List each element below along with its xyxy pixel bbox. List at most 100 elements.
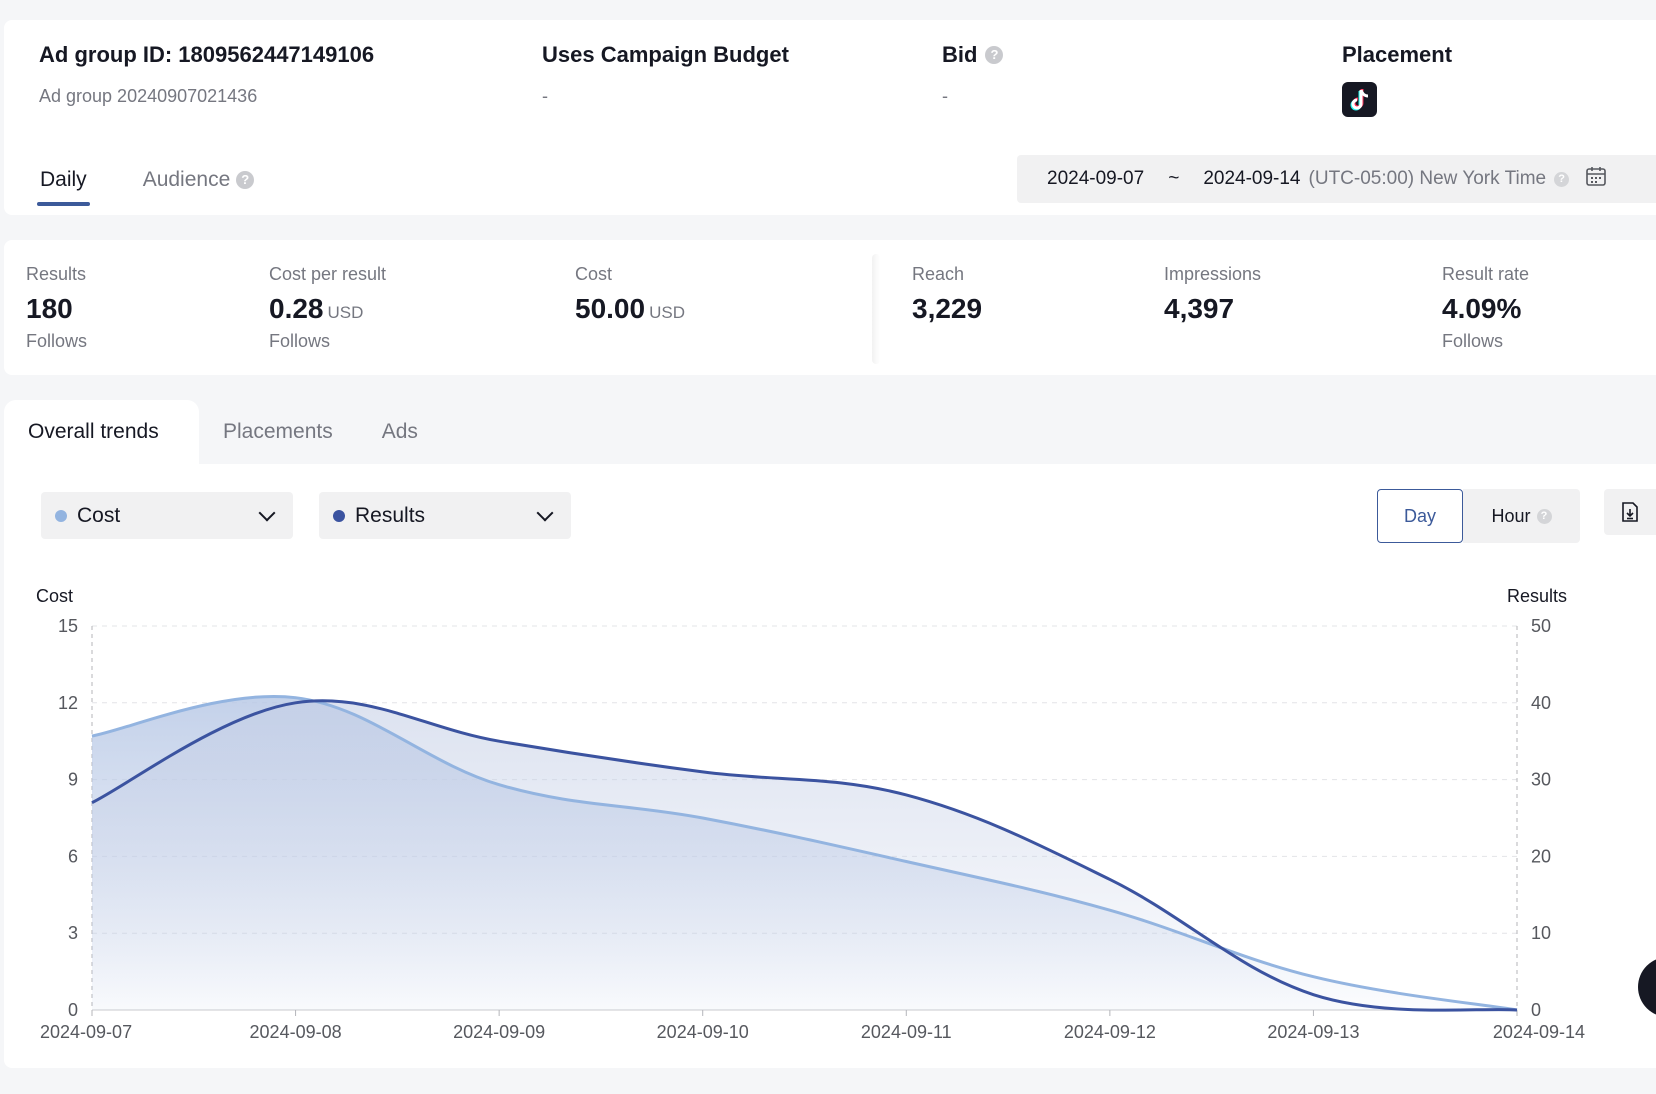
metric-value: 4,397 (1164, 293, 1261, 325)
bid-section: Bid ? - (942, 42, 1004, 107)
adgroup-info-card: Ad group ID: 1809562447149106 Ad group 2… (4, 20, 1656, 215)
trend-chart-card: Cost Results Day Hour ? 0 0 3 10 6 20 9 30 12 40 1… (4, 464, 1656, 1068)
x-tick-label: 2024-09-14 (1493, 1022, 1585, 1042)
metric-cost[interactable]: Cost 50.00 USD (575, 264, 685, 325)
metric-value: 180 (26, 293, 87, 325)
metric-value: 0.28 USD (269, 293, 386, 325)
granularity-toggle: Day Hour ? (1377, 489, 1580, 543)
metric-unit: USD (327, 303, 364, 322)
report-tabs: Daily Audience ? (37, 168, 255, 206)
secondary-metric-select[interactable]: Results (319, 492, 571, 539)
series-color-dot (333, 509, 345, 522)
tab-daily-label: Daily (40, 168, 87, 191)
y-tick-label-left: 3 (68, 923, 78, 943)
day-button[interactable]: Day (1377, 489, 1463, 543)
trend-chart[interactable]: 0 0 3 10 6 20 9 30 12 40 15 50 Cost Results 2024-09-07… (4, 464, 1656, 1068)
adgroup-name: Ad group 20240907021436 (39, 86, 258, 106)
metric-number: 3,229 (912, 293, 983, 324)
metric-number: 50.00 (575, 293, 646, 324)
metric-number: 4,397 (1164, 293, 1235, 324)
metric-sub: Follows (269, 331, 331, 351)
metric-value: 4.09% (1442, 293, 1529, 325)
tab-ads[interactable]: Ads (381, 420, 418, 443)
x-tick-label: 2024-09-08 (250, 1022, 342, 1042)
floating-help-button[interactable] (1638, 957, 1656, 1017)
metric-results[interactable]: Results 180 Follows (26, 264, 87, 352)
budget-title: Uses Campaign Budget (542, 42, 789, 67)
y-axis-title-left: Cost (36, 586, 73, 606)
y-tick-label-left: 9 (68, 770, 78, 790)
metric-cost-per-result[interactable]: Cost per result 0.28 USD Follows (269, 264, 386, 352)
y-axis-title-right: Results (1507, 586, 1567, 606)
metric-result-rate[interactable]: Result rate 4.09% Follows (1442, 264, 1529, 352)
secondary-metric-label: Results (355, 503, 426, 527)
metrics-divider (872, 254, 880, 364)
metric-impressions[interactable]: Impressions 4,397 (1164, 264, 1261, 325)
date-range-picker[interactable]: 2024-09-07 ~ 2024-09-14 (UTC-05:00) New … (1017, 155, 1656, 203)
date-separator: ~ (1168, 168, 1180, 189)
help-icon[interactable]: ? (236, 171, 255, 189)
y-tick-label-left: 12 (58, 693, 78, 713)
primary-metric-label: Cost (77, 503, 121, 527)
y-tick-label-right: 30 (1531, 770, 1551, 790)
y-tick-label-left: 6 (68, 846, 78, 866)
tab-audience-label: Audience (142, 168, 231, 191)
placement-section: Placement (1342, 42, 1452, 117)
metric-number: 0.28 (269, 293, 324, 324)
y-tick-label-right: 0 (1531, 1000, 1541, 1020)
y-tick-label-right: 20 (1531, 846, 1551, 866)
metric-label: Cost (575, 264, 613, 284)
x-tick-label: 2024-09-09 (453, 1022, 545, 1042)
metric-value: 50.00 USD (575, 293, 685, 325)
metric-label: Impressions (1164, 264, 1262, 284)
y-tick-label-right: 50 (1531, 616, 1551, 636)
timezone: (UTC-05:00) New York Time (1308, 168, 1547, 189)
help-icon[interactable]: ? (1554, 171, 1570, 187)
metric-label: Cost per result (269, 264, 387, 284)
primary-metric-select[interactable]: Cost (41, 492, 293, 539)
y-tick-label-left: 0 (68, 1000, 78, 1020)
bid-title: Bid (942, 42, 978, 67)
metric-label: Results (26, 264, 87, 284)
hour-label: Hour (1491, 505, 1531, 526)
tab-overall-trends[interactable]: Overall trends (4, 400, 199, 464)
hour-button[interactable]: Hour ? (1463, 489, 1580, 543)
bid-title-row: Bid ? (942, 42, 1004, 68)
series-color-dot (55, 509, 67, 522)
series-area-results (92, 700, 1517, 1011)
series-line-results (91, 699, 1518, 1012)
x-tick-label: 2024-09-10 (657, 1022, 749, 1042)
calendar-icon[interactable] (1585, 165, 1607, 193)
metric-label: Reach (912, 264, 965, 284)
metric-number: 4.09% (1442, 293, 1522, 324)
help-icon[interactable]: ? (985, 46, 1004, 64)
budget-section: Uses Campaign Budget - (542, 42, 789, 107)
y-tick-label-left: 15 (58, 616, 78, 636)
metric-sub: Follows (1442, 331, 1504, 351)
adgroup-id-section: Ad group ID: 1809562447149106 Ad group 2… (39, 42, 374, 107)
metric-number: 180 (26, 293, 73, 324)
adgroup-id: Ad group ID: 1809562447149106 (39, 42, 375, 67)
tab-audience[interactable]: Audience ? (143, 168, 255, 206)
x-tick-label: 2024-09-07 (40, 1022, 132, 1042)
y-tick-label-right: 10 (1531, 923, 1551, 943)
help-icon[interactable]: ? (1536, 508, 1552, 524)
metric-sub: Follows (26, 331, 88, 351)
download-icon (1622, 502, 1638, 522)
x-tick-label: 2024-09-11 (861, 1022, 952, 1042)
y-tick-label-right: 40 (1531, 693, 1551, 713)
tiktok-icon (1342, 82, 1377, 117)
metric-label: Result rate (1442, 264, 1530, 284)
bid-value: - (942, 86, 948, 106)
metrics-summary-card: Results 180 Follows Cost per result 0.28… (4, 240, 1656, 375)
tab-daily[interactable]: Daily (37, 168, 90, 206)
x-tick-label: 2024-09-13 (1267, 1022, 1359, 1042)
tab-placements[interactable]: Placements (223, 420, 333, 443)
x-tick-label: 2024-09-12 (1064, 1022, 1156, 1042)
date-end: 2024-09-14 (1203, 168, 1301, 189)
date-start: 2024-09-07 (1047, 168, 1145, 189)
placement-title: Placement (1342, 42, 1453, 67)
series-line-cost (91, 695, 1518, 1012)
export-button[interactable] (1604, 489, 1656, 535)
metric-reach[interactable]: Reach 3,229 (912, 264, 982, 325)
